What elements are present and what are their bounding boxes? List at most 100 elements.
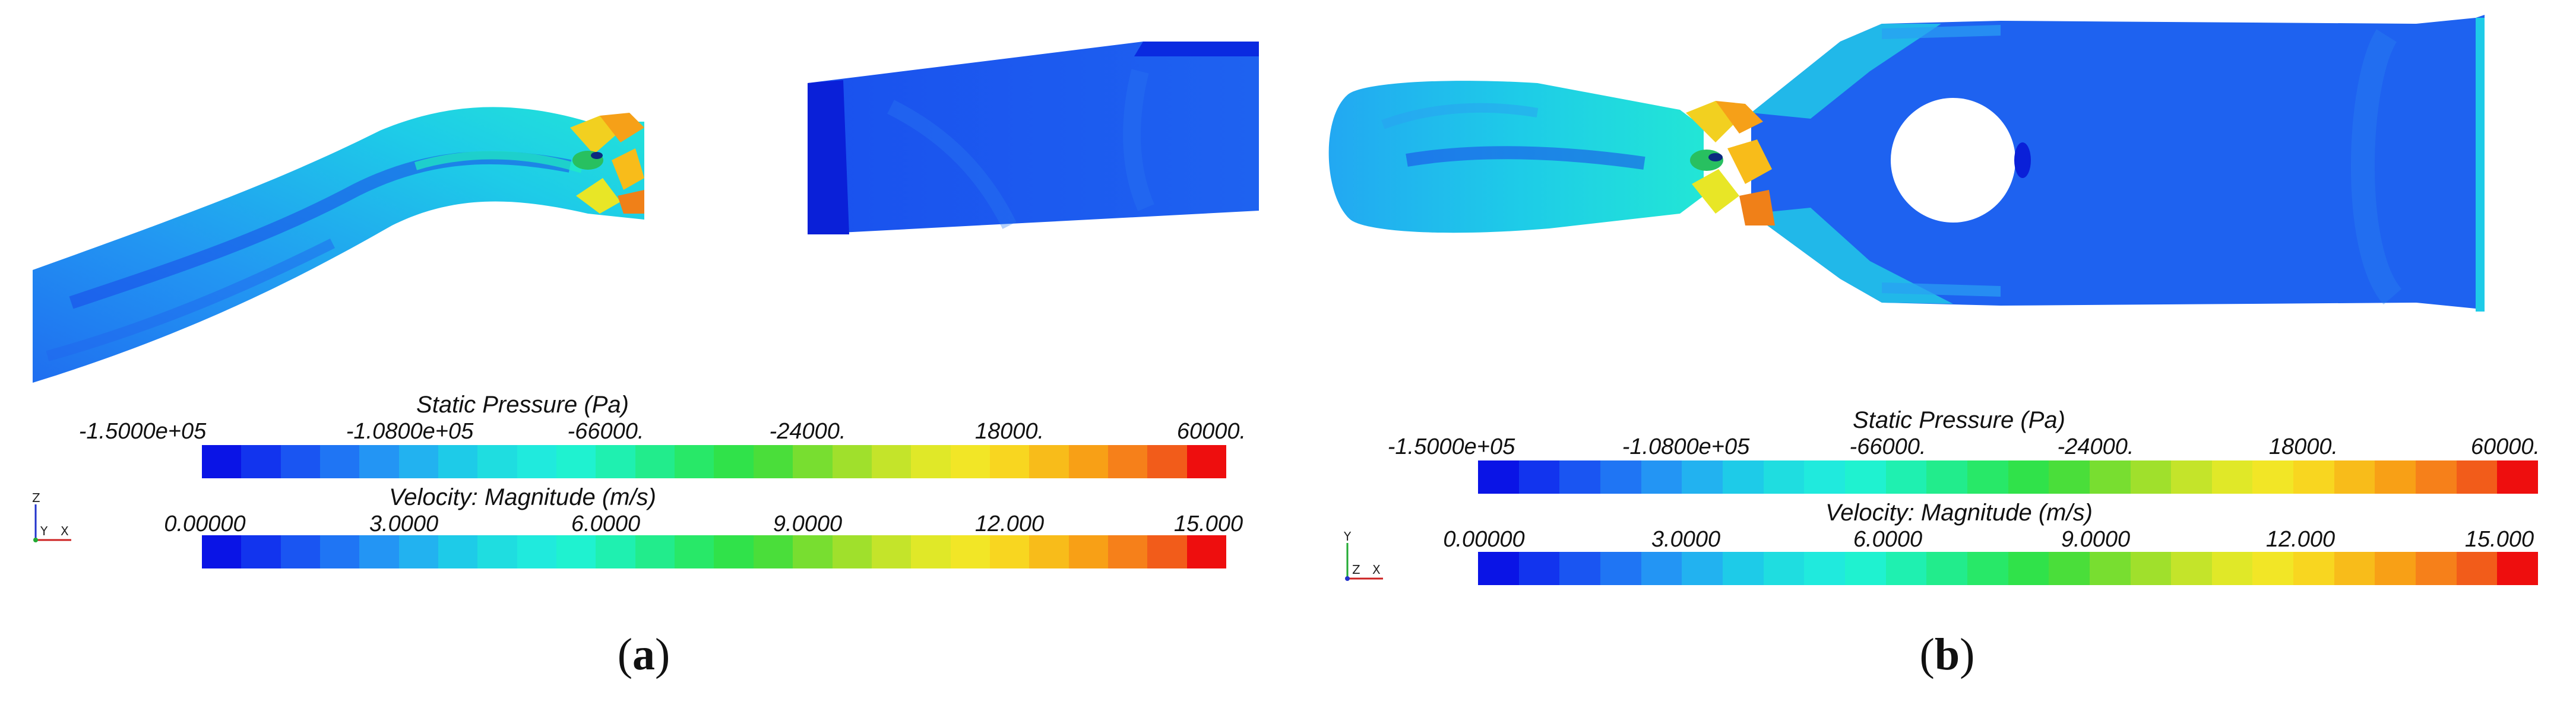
colorbar-segment [596,535,635,568]
colorbar-segment [1967,552,2008,585]
pressure-tick: -66000. [1849,434,1926,459]
colorbar-segment [871,535,912,568]
colorbar-segment [635,535,675,568]
runner-a [570,113,644,214]
colorbar-segment [2008,552,2049,585]
colorbar-segment [2130,460,2172,494]
colorbar-segment [1186,445,1226,478]
colorbar-segment [2416,460,2457,494]
axis-label-x: X [61,524,69,538]
colorbar-segment [950,445,990,478]
pressure-colorbar [202,445,1226,478]
colorbar-segment [2089,552,2131,585]
colorbar-segment [989,535,1030,568]
colorbar-segment [1029,535,1069,568]
colorbar-segment [2293,552,2334,585]
colorbar-segment [1147,535,1187,568]
axis-label-z: Z [1352,563,1360,577]
velocity-tick: 3.0000 [369,512,439,536]
velocity-tick: 3.0000 [1651,527,1721,552]
colorbar-segment [753,535,793,568]
outlet-box-a [808,42,1259,234]
colorbar-segment [1763,460,1805,494]
axis-triad-b: Y Z X [1343,531,1383,581]
panel-a: Static Pressure (Pa) -1.5000e+05 -1.0800… [32,42,1259,679]
colorbar-segment [714,535,754,568]
colorbar-segment [359,535,399,568]
panel-b: Static Pressure (Pa) -1.5000e+05 -1.0800… [1288,0,2576,702]
velocity-colorbar [202,535,1226,568]
colorbar-segment [2089,460,2131,494]
colorbar-segment [832,535,872,568]
colorbar-segment [2008,460,2049,494]
colorbar-segment [320,445,360,478]
pressure-tick: 60000. [2470,434,2540,459]
colorbar-segment [989,445,1030,478]
colorbar-segment [1722,552,1764,585]
pressure-colorbar-title: Static Pressure (Pa) [1853,407,2065,433]
colorbar-segment [950,535,990,568]
colorbar-segment [1478,460,1519,494]
axis-label-y: Y [40,524,48,538]
velocity-tick: 15.000 [2464,527,2534,552]
colorbar-segment [675,445,714,478]
velocity-tick: 0.00000 [164,512,246,536]
colorbar-segment [477,535,517,568]
colorbar-segment [753,445,793,478]
velocity-tick: 15.000 [1173,512,1243,536]
pressure-tick: 18000. [2268,434,2338,459]
circular-void-b [1891,98,2015,223]
colorbar-segment [2375,552,2416,585]
colorbar-segment [2497,460,2539,494]
colorbar-segment [1926,460,1967,494]
pressure-colorbar-title: Static Pressure (Pa) [416,392,629,418]
colorbar-segment [1763,552,1805,585]
colorbar-segment [1926,552,1967,585]
inlet-pipe-a [33,107,644,383]
colorbar-segment [241,445,281,478]
axis-label-z: Z [32,493,40,505]
colorbar-segment [398,535,439,568]
colorbar-segment [1107,535,1148,568]
colorbar-segment [1641,460,1682,494]
colorbar-segment [1518,460,1560,494]
flow-field-a [33,42,1259,383]
pressure-tick: 18000. [974,419,1045,444]
colorbar-segment [635,445,675,478]
axis-label-x: X [1372,563,1381,577]
velocity-colorbar [1478,552,2539,585]
colorbar-segment [1068,445,1108,478]
flow-field-b [1328,15,2485,312]
pressure-tick: -24000. [2057,434,2134,459]
colorbar-segment [1722,460,1764,494]
colorbar-segment [1844,552,1886,585]
velocity-tick: 0.00000 [1443,527,1525,552]
colorbar-segment [1600,552,1641,585]
colorbar-segment [1844,460,1886,494]
colorbar-segment [675,535,714,568]
colorbar-segment [2293,460,2334,494]
colorbar-segment [2456,460,2498,494]
colorbar-segment [2252,552,2294,585]
velocity-colorbar-title: Velocity: Magnitude (m/s) [389,484,656,510]
colorbar-segment [871,445,912,478]
colorbar-segment [1600,460,1641,494]
colorbar-segment [2211,460,2253,494]
colorbar-segment [2211,552,2253,585]
colorbar-segment [2049,460,2090,494]
colorbar-segment [438,535,478,568]
runner-b [1686,101,1775,225]
colorbar-segment [2375,460,2416,494]
colorbar-segment [911,535,951,568]
colorbar-segment [398,445,439,478]
outlet-chamber-b [1751,15,2485,312]
colorbar-segment [1804,552,1845,585]
colorbar-segment [2171,460,2212,494]
colorbar-segment [1682,552,1723,585]
colorbar-segment [596,445,635,478]
colorbar-segment [793,445,833,478]
axis-triad-a: Z Y X [32,493,71,542]
colorbar-segment [2497,552,2539,585]
panel-caption-b: (b) [1919,630,1975,679]
colorbar-segment [2456,552,2498,585]
